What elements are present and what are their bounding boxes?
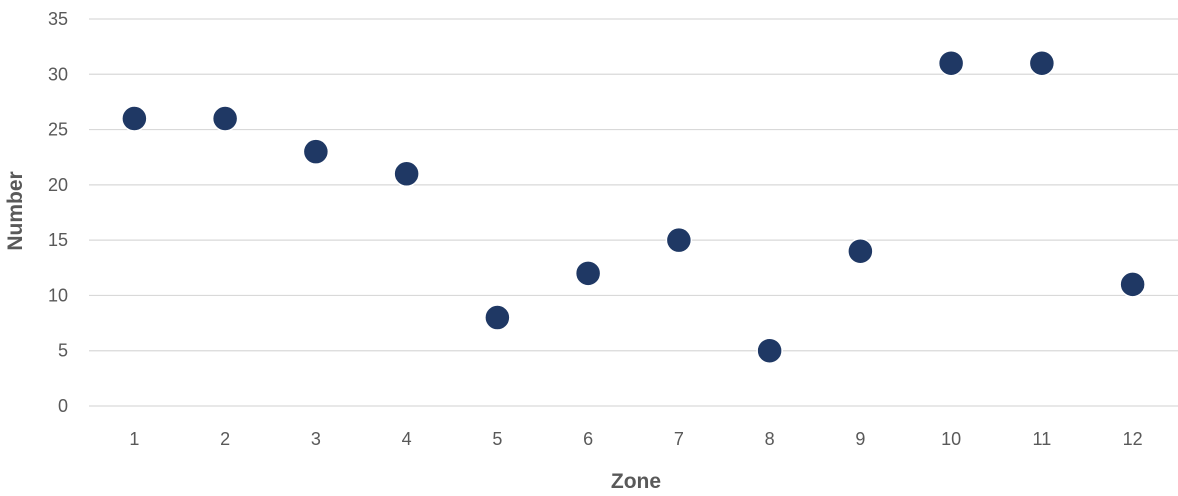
y-tick-label: 35 — [48, 9, 68, 29]
x-tick-label: 11 — [1033, 429, 1052, 449]
data-point — [1028, 49, 1056, 77]
x-tick-label: 4 — [402, 429, 412, 449]
y-tick-label: 15 — [48, 230, 68, 250]
data-point — [937, 49, 965, 77]
y-axis-title: Number — [4, 171, 27, 250]
x-tick-label: 12 — [1123, 429, 1143, 449]
x-tick-label: 10 — [941, 429, 961, 449]
data-points — [121, 49, 1146, 364]
x-tick-label: 9 — [855, 429, 865, 449]
x-axis-title: Zone — [611, 470, 661, 493]
y-tick-label: 10 — [48, 285, 68, 305]
y-tick-label: 20 — [48, 175, 68, 195]
data-point — [484, 304, 511, 331]
y-tick-label: 30 — [48, 64, 68, 84]
data-point — [847, 237, 874, 265]
x-tick-label: 8 — [765, 429, 775, 449]
data-point — [393, 160, 420, 188]
y-axis-ticks: 0 5 10 15 20 25 30 35 — [48, 9, 68, 416]
y-tick-label: 5 — [58, 341, 68, 361]
x-axis-ticks: 1 2 3 4 5 6 7 8 9 10 11 12 — [129, 429, 1142, 449]
data-point — [1119, 271, 1146, 298]
x-tick-label: 3 — [311, 429, 321, 449]
y-tick-label: 0 — [58, 396, 68, 416]
data-point — [302, 138, 330, 165]
data-point — [211, 105, 239, 132]
data-point — [665, 226, 693, 254]
data-point — [756, 337, 783, 364]
data-point — [121, 105, 148, 132]
x-tick-label: 1 — [129, 429, 139, 449]
data-point — [574, 260, 602, 287]
y-tick-label: 25 — [48, 120, 68, 140]
gridlines — [89, 18, 1178, 407]
x-tick-label: 7 — [674, 429, 684, 449]
x-tick-label: 5 — [492, 429, 502, 449]
x-tick-label: 2 — [220, 429, 230, 449]
x-tick-label: 6 — [583, 429, 593, 449]
